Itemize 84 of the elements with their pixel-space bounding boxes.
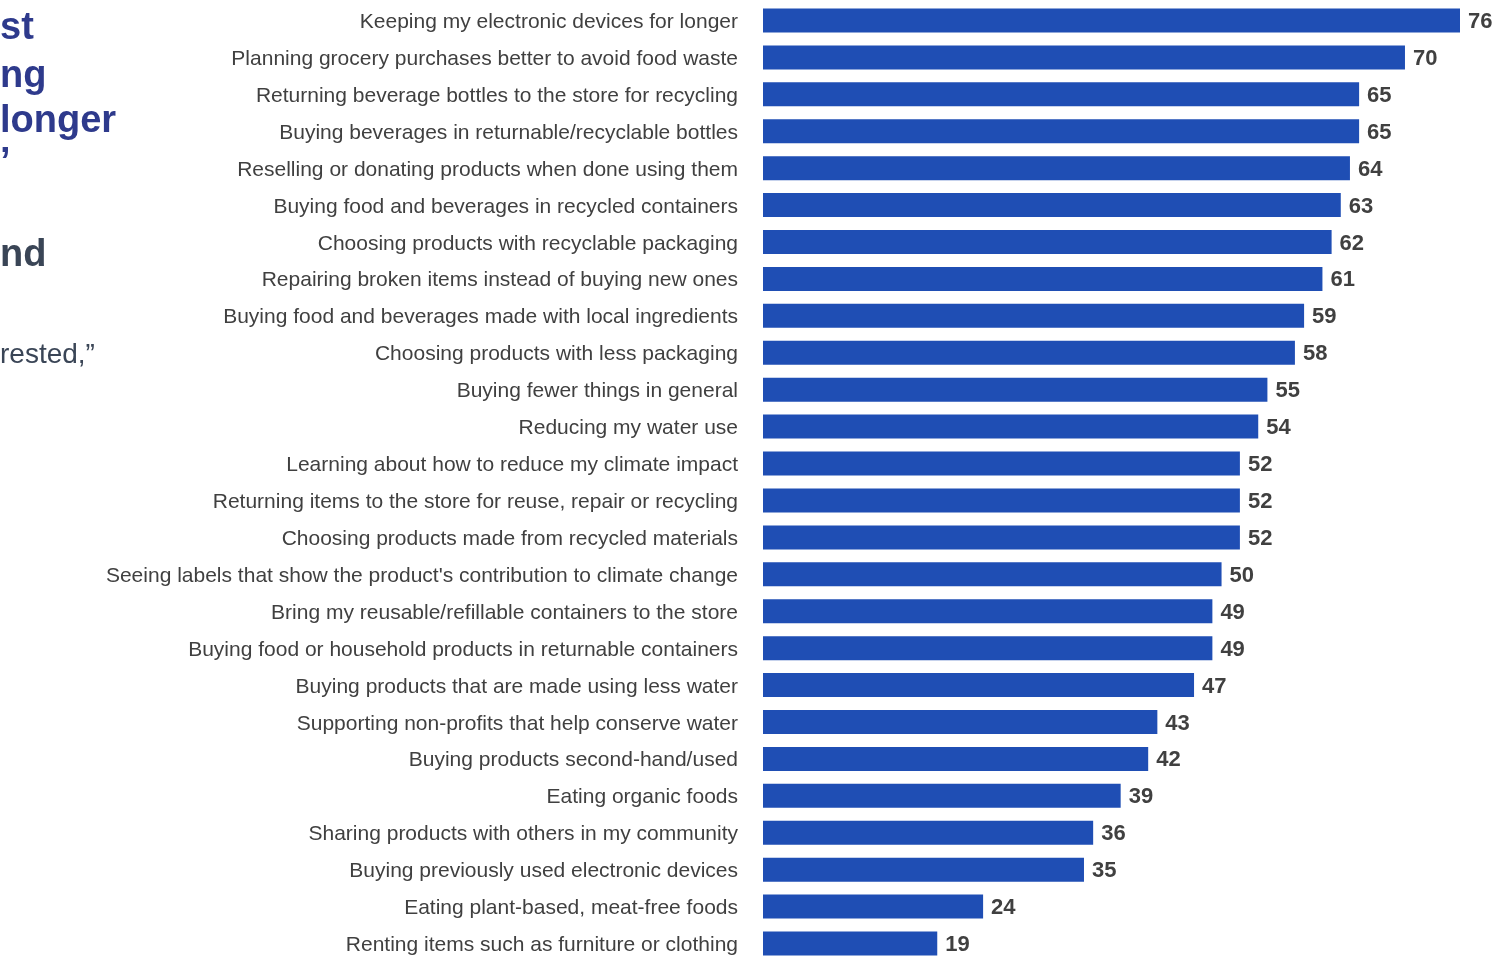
y-tick-label: Keeping my electronic devices for longer bbox=[359, 8, 738, 32]
bar bbox=[763, 414, 1259, 439]
bar bbox=[763, 820, 1094, 845]
y-tick-label: Buying products second-hand/used bbox=[408, 747, 738, 771]
y-tick-label: Returning beverage bottles to the store for recycling bbox=[255, 82, 738, 106]
data-label: 61 bbox=[1330, 266, 1355, 292]
y-tick-label: Buying food or household products in returnable containers bbox=[188, 636, 738, 660]
data-label: 35 bbox=[1091, 857, 1117, 883]
data-label: 42 bbox=[1156, 746, 1181, 772]
y-tick-label: Eating organic foods bbox=[546, 784, 738, 808]
data-label: 63 bbox=[1348, 192, 1374, 218]
bar bbox=[763, 710, 1158, 734]
bar bbox=[763, 119, 1360, 144]
y-tick-label: Buying food and beverages in recycled containers bbox=[273, 193, 738, 217]
y-tick-label: Reselling or donating products when done using them bbox=[237, 156, 738, 180]
text: ’ bbox=[0, 140, 11, 183]
bar bbox=[763, 340, 1295, 365]
bar bbox=[763, 156, 1350, 181]
data-label: 52 bbox=[1247, 487, 1273, 513]
text: ng bbox=[0, 53, 47, 96]
bar bbox=[763, 8, 1460, 33]
bar bbox=[763, 599, 1213, 624]
bar bbox=[763, 525, 1240, 550]
data-label: 59 bbox=[1312, 303, 1337, 329]
bar bbox=[763, 673, 1195, 698]
data-label: 24 bbox=[991, 894, 1017, 920]
data-label: 43 bbox=[1165, 709, 1190, 735]
bar bbox=[763, 783, 1121, 808]
y-tick-label: Buying beverages in returnable/recyclable bottles bbox=[279, 119, 738, 143]
bar bbox=[763, 82, 1360, 107]
bar bbox=[763, 303, 1305, 328]
data-label: 65 bbox=[1367, 81, 1392, 107]
bar bbox=[763, 377, 1268, 402]
bar bbox=[763, 636, 1213, 661]
data-label: 54 bbox=[1266, 414, 1292, 440]
text: rested,” bbox=[0, 337, 95, 369]
text: longer bbox=[0, 98, 117, 141]
y-tick-label: Eating plant-based, meat-free foods bbox=[404, 895, 738, 919]
y-tick-label: Buying previously used electronic devices bbox=[349, 858, 738, 882]
y-tick-label: Returning items to the store for reuse, repair or recycling bbox=[212, 488, 738, 512]
y-tick-label: Buying fewer things in general bbox=[456, 378, 738, 402]
data-label: 62 bbox=[1339, 229, 1365, 255]
y-tick-label: Learning about how to reduce my climate impact bbox=[286, 452, 739, 476]
data-label: 36 bbox=[1101, 820, 1126, 846]
y-tick-label: Choosing products with recyclable packaging bbox=[317, 230, 738, 254]
data-label: 52 bbox=[1247, 524, 1273, 550]
data-label: 49 bbox=[1220, 635, 1245, 661]
data-label: 64 bbox=[1357, 155, 1384, 181]
data-label: 52 bbox=[1247, 451, 1273, 477]
text: st bbox=[0, 5, 35, 48]
y-tick-label: Supporting non-profits that help conserve water bbox=[296, 710, 738, 734]
bar bbox=[763, 193, 1341, 218]
data-label: 19 bbox=[945, 931, 970, 957]
bar bbox=[763, 266, 1323, 291]
bar bbox=[763, 931, 938, 956]
data-label: 47 bbox=[1202, 672, 1227, 698]
text: nd bbox=[0, 232, 47, 275]
y-tick-label: Reducing my water use bbox=[518, 415, 738, 439]
data-label: 76 bbox=[1468, 7, 1493, 33]
data-label: 70 bbox=[1412, 44, 1438, 70]
bar bbox=[763, 857, 1084, 882]
y-tick-label: Choosing products made from recycled materials bbox=[281, 525, 738, 549]
y-tick-label: Seeing labels that show the product's contribution to climate change bbox=[105, 562, 738, 586]
bar bbox=[763, 451, 1240, 476]
y-tick-label: Renting items such as furniture or clothing bbox=[345, 932, 738, 956]
data-label: 39 bbox=[1128, 783, 1154, 809]
y-tick-label: Buying products that are made using less water bbox=[295, 673, 739, 697]
y-tick-label: Repairing broken items instead of buying new ones bbox=[261, 267, 738, 291]
bar bbox=[763, 562, 1222, 587]
y-tick-label: Sharing products with others in my community bbox=[308, 821, 739, 845]
data-label: 65 bbox=[1367, 118, 1392, 144]
data-label: 58 bbox=[1302, 340, 1328, 366]
y-tick-label: Planning grocery purchases better to avoid food waste bbox=[231, 45, 738, 69]
data-label: 49 bbox=[1220, 598, 1245, 624]
data-label: 50 bbox=[1229, 561, 1255, 587]
bar bbox=[763, 488, 1240, 513]
bar bbox=[763, 894, 984, 919]
bar bbox=[763, 45, 1405, 70]
y-tick-label: Buying food and beverages made with local ingredients bbox=[223, 304, 738, 328]
bar bbox=[763, 230, 1332, 254]
bar bbox=[763, 746, 1149, 771]
y-tick-label: Bring my reusable/refillable containers to the store bbox=[271, 599, 738, 623]
data-label: 55 bbox=[1275, 377, 1300, 403]
y-tick-label: Choosing products with less packaging bbox=[374, 341, 738, 365]
